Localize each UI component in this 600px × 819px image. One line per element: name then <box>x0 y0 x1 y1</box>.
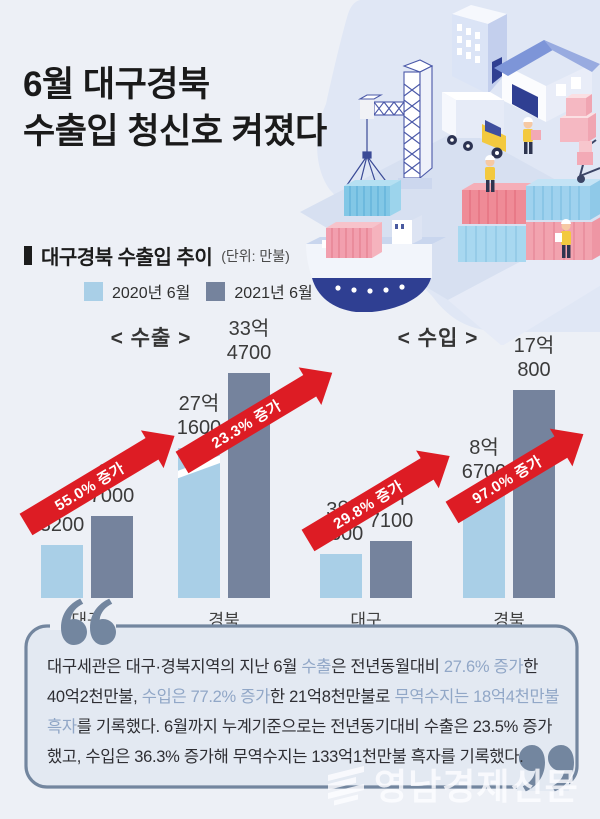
truck-icon <box>442 92 506 159</box>
quote-segment-highlight: 수출 <box>301 658 332 676</box>
legend-label-2021: 2021년 6월 <box>234 285 313 302</box>
worker-icon <box>485 155 495 192</box>
quote-box-frame <box>24 598 579 792</box>
newspaper-logo-icon <box>328 766 364 806</box>
chart-group-title: < 수입 > <box>397 327 479 350</box>
bar-수출-대구-2021 <box>91 516 133 598</box>
quote-text: 대구세관은 대구·경북지역의 지난 6월 수출은 전년동월대비 27.6% 증가… <box>47 652 560 772</box>
chart-group-title: < 수출 > <box>110 327 192 350</box>
chart-section-title: 대구경북 수출입 추이 <box>41 247 213 269</box>
legend-swatch-2021 <box>206 281 226 301</box>
page-title: 6월 대구경북 수출입 청신호 켜졌다 <box>23 62 327 156</box>
quote-segment: 대구세관은 대구·경북지역의 지난 6월 <box>47 658 302 676</box>
quote-segment: 를 기록했다. 6월까지 누계기준으로는 전년동기대비 수출은 23.5% 증가… <box>47 718 553 766</box>
page-title-line1: 6월 대구경북 <box>23 65 210 104</box>
bar-수출-대구-2020 <box>41 545 83 598</box>
quote-segment: 한 21억8천만불로 <box>269 688 395 706</box>
quote-segment: 은 전년동월대비 <box>331 658 444 676</box>
ship-containers <box>326 180 401 258</box>
quote-segment-highlight: 27.6% 증가 <box>443 658 524 676</box>
bar-value-label: 17억 800 <box>513 335 555 381</box>
chart-legend: 2020년 6월 2021년 6월 <box>84 279 329 303</box>
bar-value-label: 33억 4700 <box>226 318 272 364</box>
quote-segment: 한 40억2천만불, <box>47 658 539 706</box>
port-illustration <box>300 0 600 345</box>
warehouse-icon <box>494 40 600 122</box>
hand-cart-icon <box>577 139 600 183</box>
watermark: 영남경제신문 <box>326 758 579 810</box>
bar-수입-대구-2020 <box>320 554 362 598</box>
building-icon <box>452 5 507 94</box>
quote-segment-highlight: 수입은 77.2% 증가 <box>141 688 271 706</box>
open-quote-icon <box>60 598 116 645</box>
page-title-line2: 수출입 청신호 켜졌다 <box>23 111 327 151</box>
quote-box: 대구세관은 대구·경북지역의 지난 6월 수출은 전년동월대비 27.6% 증가… <box>20 595 585 815</box>
worker-icon <box>555 219 571 258</box>
crane-icon <box>357 59 434 189</box>
bar-수입-대구-2021 <box>370 541 412 598</box>
watermark-text: 영남경제신문 <box>374 766 579 807</box>
chart-unit-label: (단위: 만불) <box>221 247 290 264</box>
legend-swatch-2020 <box>84 281 103 301</box>
crane-cables <box>344 119 392 189</box>
boxes-icon <box>560 94 596 142</box>
section-marker-icon <box>24 246 32 265</box>
legend-label-2020: 2020년 6월 <box>112 285 191 302</box>
quote-segment-highlight: 무역수지는 18억4천만불 흑자 <box>47 688 560 736</box>
chart-section-header: 대구경북 수출입 추이 (단위: 만불) <box>24 241 290 270</box>
bar-수출-경북-2020 <box>178 448 220 598</box>
worker-icon <box>523 117 541 154</box>
growth-arrow: 55.0% 증가 <box>19 437 160 536</box>
close-quote-icon <box>519 745 574 792</box>
bar-수입-경북-2021 <box>513 390 555 598</box>
